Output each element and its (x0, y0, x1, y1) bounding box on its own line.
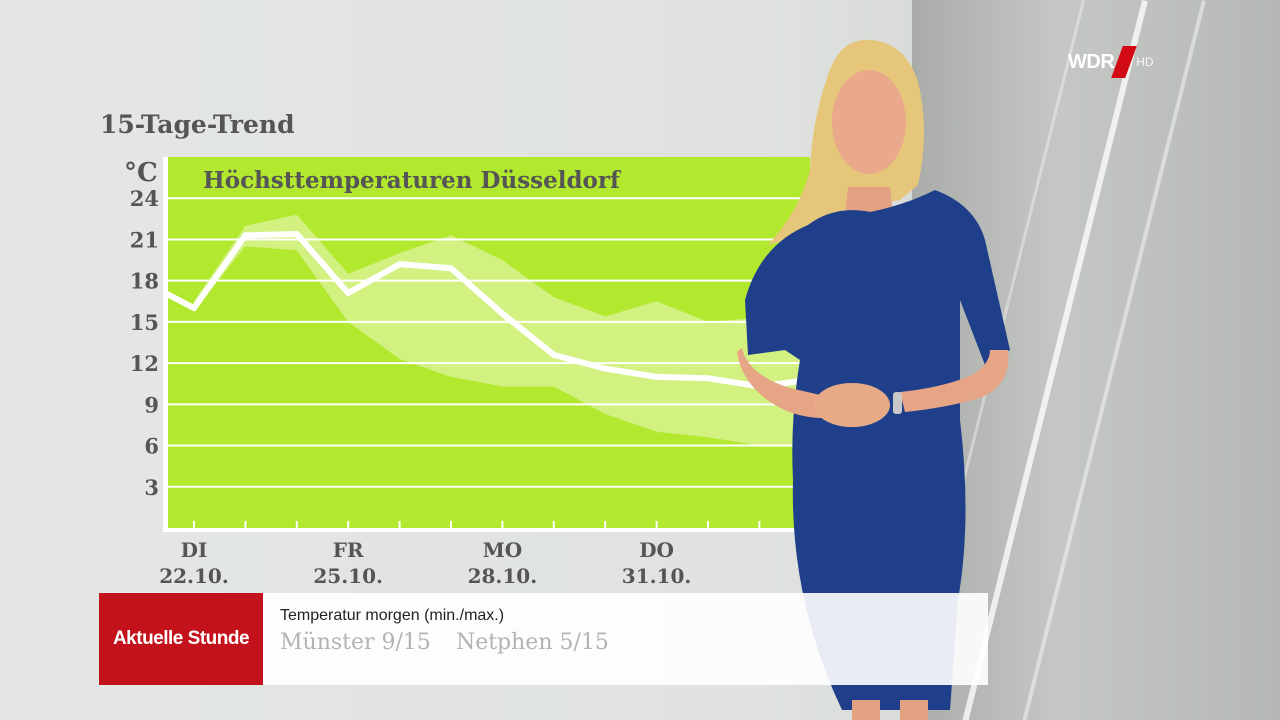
y-tick-label: 6 (144, 434, 159, 459)
channel-logo-accent (1111, 46, 1138, 78)
x-tick-day: FR (333, 538, 364, 562)
channel-logo: WDR HD (1068, 46, 1154, 78)
x-tick-day: MO (483, 538, 523, 562)
ticker-heading: Temperatur morgen (min./max.) (280, 607, 505, 624)
temperature-line (165, 230, 814, 390)
chart-title: Höchsttemperaturen Düsseldorf (203, 167, 622, 194)
range-band (194, 214, 811, 446)
x-tick-day: DI (181, 538, 208, 562)
y-tick-label: 12 (130, 351, 159, 376)
x-tick-day: DO (639, 538, 674, 562)
x-tick-date: 0 (804, 564, 818, 588)
channel-logo-suffix: HD (1136, 55, 1154, 69)
ticker-body: Temperatur morgen (min./max.) Münster 9/… (263, 593, 988, 685)
y-tick-label: 24 (130, 186, 159, 211)
ticker-item: Münster 9/15 (280, 630, 431, 655)
channel-logo-text: WDR (1068, 50, 1115, 73)
lower-third: Aktuelle Stunde Temperatur morgen (min./… (99, 593, 988, 685)
y-tick-label: 21 (130, 227, 159, 252)
program-brand-label: Aktuelle Stunde (112, 628, 250, 649)
y-axis-unit: °C (124, 158, 158, 188)
x-tick-date: 28.10. (468, 564, 538, 588)
ticker-item: Netphen 5/15 (455, 630, 609, 655)
y-tick-label: 3 (144, 475, 159, 500)
x-tick-date: 22.10. (159, 564, 229, 588)
panel-title: 15-Tage-Trend (100, 110, 295, 139)
x-tick-date: 25.10. (313, 564, 383, 588)
y-tick-label: 9 (144, 392, 159, 417)
program-brand: Aktuelle Stunde (99, 593, 263, 685)
y-tick-label: 15 (130, 310, 159, 335)
ticker-line: Münster 9/15 Netphen 5/15 (280, 630, 627, 655)
y-tick-label: 18 (130, 269, 159, 294)
x-tick-date: 31.10. (622, 564, 692, 588)
